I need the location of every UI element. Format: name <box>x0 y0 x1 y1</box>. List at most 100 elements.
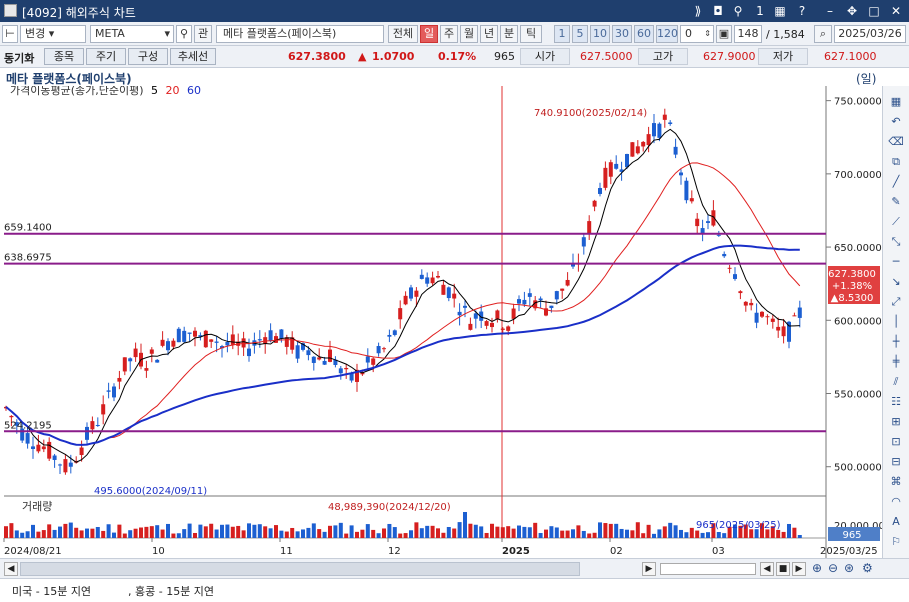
volume-bar <box>36 531 41 538</box>
next-icon[interactable]: ▶ <box>792 562 806 576</box>
fan-icon[interactable]: ⊟ <box>891 455 901 468</box>
volume-bar <box>68 522 73 538</box>
scroll-row: ◀ ▶ ◀ ■ ▶ ⊕ ⊖ ⊛ ⚙ <box>0 558 909 578</box>
help-icon[interactable]: ? <box>798 4 806 18</box>
flag-icon[interactable]: ⚐ <box>891 535 901 548</box>
text-icon[interactable]: A <box>892 515 900 528</box>
gwan-button[interactable]: 관 <box>194 25 212 43</box>
tile-icon[interactable]: ▦ <box>774 4 786 18</box>
line-icon[interactable]: ╱ <box>892 175 900 188</box>
annot-low: 495.6000(2024/09/11) <box>94 486 207 497</box>
volume-bar <box>403 533 408 538</box>
minute-1[interactable]: 1 <box>554 25 570 43</box>
box-icon[interactable]: ⊡ <box>891 435 901 448</box>
move-icon[interactable]: ✥ <box>846 4 858 18</box>
cursor-icon[interactable]: ▦ <box>890 95 902 108</box>
minute-5[interactable]: 5 <box>572 25 588 43</box>
horizontal-scrollbar[interactable] <box>20 562 580 576</box>
volume-bar <box>463 512 467 538</box>
hdouble-icon[interactable]: ╪ <box>892 355 900 368</box>
zoom-out-icon[interactable]: ⊖ <box>828 561 839 575</box>
candle-body <box>517 299 521 304</box>
pin-icon[interactable]: ⚲ <box>733 4 743 18</box>
trend-icon[interactable]: ⟋ <box>892 215 900 228</box>
candle-body <box>733 274 737 279</box>
all-button[interactable]: 전체 <box>388 25 418 43</box>
candle-body <box>311 356 316 363</box>
minute-120[interactable]: 120 <box>656 25 678 43</box>
cross-icon[interactable]: ┼ <box>892 335 900 348</box>
hline-icon[interactable]: ─ <box>892 255 900 268</box>
interval-input[interactable]: 0 ⇕ <box>680 25 714 43</box>
channel-icon[interactable]: ⊞ <box>891 415 901 428</box>
period-minute[interactable]: 분 <box>500 25 518 43</box>
eraser-icon[interactable]: ⌫ <box>888 135 904 148</box>
number-1-icon[interactable]: 1 <box>756 4 764 18</box>
parallel-icon[interactable]: ⫽ <box>893 375 899 388</box>
candle-body <box>371 358 376 365</box>
volume-bar <box>263 526 268 538</box>
cycle-icon[interactable]: ⌘ <box>890 475 902 488</box>
vline-icon[interactable]: │ <box>892 315 900 328</box>
count-input[interactable]: 148 <box>734 25 762 43</box>
scroll-right-icon[interactable]: ▶ <box>642 562 656 576</box>
period-day[interactable]: 일 <box>420 25 438 43</box>
zoom-in-icon[interactable]: ⊕ <box>812 561 823 575</box>
maximize-icon[interactable]: □ <box>868 4 880 18</box>
date-input[interactable]: 2025/03/26 <box>834 25 906 43</box>
zoom-icon[interactable]: ⌕ <box>814 25 832 43</box>
period-year[interactable]: 년 <box>480 25 498 43</box>
volume-bar <box>117 524 122 538</box>
volume-bar <box>41 530 46 538</box>
minute-10[interactable]: 10 <box>590 25 610 43</box>
minute-60[interactable]: 60 <box>634 25 654 43</box>
volume-bar <box>436 528 440 538</box>
arc-icon[interactable]: ◠ <box>891 495 901 508</box>
tab-compose[interactable]: 구성 <box>128 48 168 65</box>
diag-icon[interactable]: ↘ <box>891 275 901 288</box>
screen-icon[interactable]: ◘ <box>713 4 723 18</box>
tab-trendline[interactable]: 추세선 <box>170 48 216 65</box>
scroll-left-icon[interactable]: ◀ <box>4 562 18 576</box>
minute-30[interactable]: 30 <box>612 25 632 43</box>
candle-body <box>47 441 52 459</box>
annot-volume: 48,989,390(2024/12/20) <box>328 502 451 513</box>
candle-body <box>500 328 505 330</box>
candle-body <box>463 305 467 308</box>
chart-title: 메타 플랫폼스(페이스북) <box>6 72 132 86</box>
zoom-slider[interactable] <box>660 563 756 575</box>
search-icon[interactable]: ⚲ <box>176 25 192 43</box>
period-tick[interactable]: 틱 <box>520 25 542 43</box>
candle-body <box>495 310 500 319</box>
reset-zoom-icon[interactable]: ⊛ <box>844 561 855 575</box>
symbol-input[interactable]: META ▾ <box>90 25 174 43</box>
prev-icon[interactable]: ◀ <box>760 562 774 576</box>
fav-icon[interactable]: ▣ <box>716 25 732 43</box>
fib-icon[interactable]: ☷ <box>891 395 901 408</box>
arrow-icon[interactable]: ⤢ <box>891 295 901 308</box>
period-month[interactable]: 월 <box>460 25 478 43</box>
volume-bar <box>446 526 451 538</box>
close-icon[interactable]: ✕ <box>890 4 902 18</box>
mode-select[interactable]: 변경 ▾ <box>20 25 86 43</box>
volume-bar <box>581 530 586 538</box>
toolbar: ⊢ 변경 ▾ META ▾ ⚲ 관 메타 플랫폼스(페이스북) 전체 일 주 월 … <box>0 22 909 46</box>
candle-body <box>770 318 775 322</box>
code-picker-icon[interactable]: ⊢ <box>2 25 18 43</box>
copy-icon[interactable]: ⧉ <box>892 155 900 168</box>
link-icon[interactable]: ⟫ <box>694 4 702 18</box>
candle-body <box>635 146 640 154</box>
stop-icon[interactable]: ■ <box>776 562 790 576</box>
annot-high: 740.9100(2025/02/14) <box>534 108 647 119</box>
settings-icon[interactable]: ⚙ <box>862 561 873 575</box>
tab-symbol[interactable]: 종목 <box>44 48 84 65</box>
volume-bar <box>479 526 484 538</box>
period-week[interactable]: 주 <box>440 25 458 43</box>
undo-icon[interactable]: ↶ <box>891 115 901 128</box>
pen-icon[interactable]: ✎ <box>891 195 901 208</box>
price-chart[interactable]: 659.1400 638.6975 524.2195 750.0000 700.000… <box>0 86 882 558</box>
tab-period[interactable]: 주기 <box>86 48 126 65</box>
ray-icon[interactable]: ⤡ <box>891 235 901 248</box>
minimize-icon[interactable]: – <box>827 4 833 18</box>
volume-bar <box>85 528 89 538</box>
